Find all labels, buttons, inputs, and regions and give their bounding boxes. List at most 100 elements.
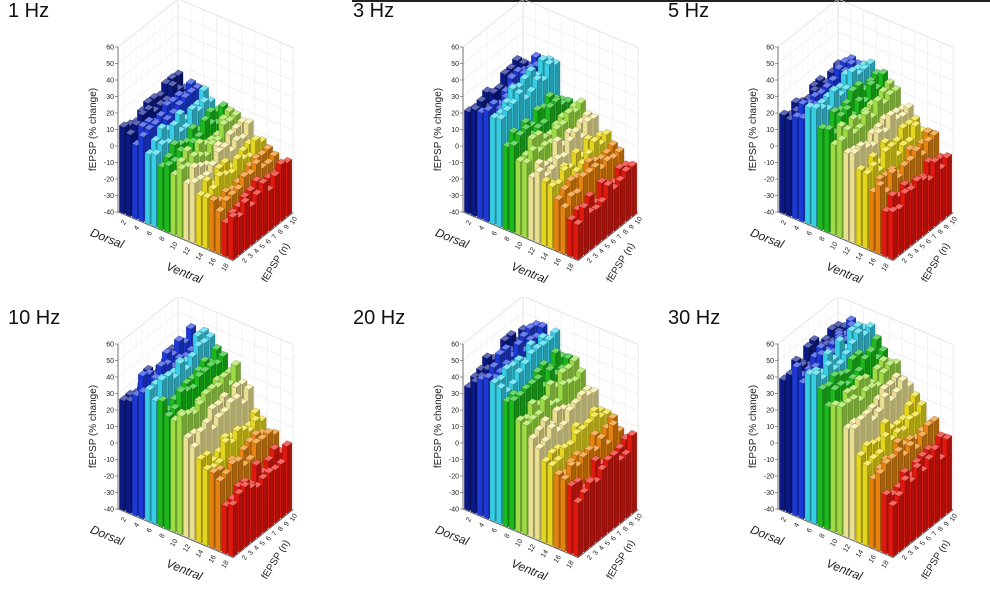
x-tick-label: 18 [566, 263, 576, 273]
z-tick-label: 0 [455, 441, 459, 448]
z-tick-label: -30 [764, 490, 774, 497]
x-tick-label: 18 [881, 560, 891, 570]
y-tick-label: 10 [634, 513, 644, 523]
x-tick-label: 8 [504, 533, 512, 540]
z-tick-label: -30 [764, 193, 774, 200]
x-tick-label: 10 [169, 538, 179, 548]
y-axis-line [232, 212, 294, 261]
z-tick-label: 20 [451, 111, 459, 118]
bars [464, 51, 638, 261]
z-tick-label: 60 [451, 45, 459, 52]
x-tick-label: 18 [221, 263, 231, 273]
y-axis-line [892, 509, 954, 558]
z-tick-label: 0 [455, 144, 459, 151]
x-tick-label: 10 [829, 538, 839, 548]
z-tick-label: 60 [451, 342, 459, 349]
y-tick-label: 3 [247, 253, 255, 260]
z-tick-label: 50 [766, 61, 774, 68]
z-tick-label: 20 [451, 408, 459, 415]
chart-10hz: 60 50 40 30 20 10 0 -10 -20 -30 -40 fEPSP (% change… [88, 297, 299, 583]
grid-line [777, 15, 954, 65]
panel-title: 30 Hz [668, 307, 721, 329]
z-tick-label: -10 [449, 160, 459, 167]
y-tick-label: 8 [937, 526, 945, 533]
y-tick-label: 2 [901, 554, 909, 561]
y-tick-label: 9 [283, 521, 291, 528]
x-axis-line [462, 211, 579, 261]
z-tick-label: 30 [766, 391, 774, 398]
z-tick-label: 30 [766, 94, 774, 101]
z-tick-label: 40 [106, 375, 114, 382]
x-tick-label: 8 [819, 236, 827, 243]
x-tick-label: 16 [553, 257, 563, 267]
z-tick-label: 0 [770, 441, 774, 448]
x-axis-line [117, 211, 234, 261]
grid-line [462, 0, 639, 48]
z-tick-label: 10 [106, 127, 114, 134]
chart-30hz: 60 50 40 30 20 10 0 -10 -20 -30 -40 fEPSP (% change… [748, 297, 959, 583]
z-tick-label: -20 [104, 474, 114, 481]
y-tick-label: 5 [259, 243, 267, 250]
z-tick-label: -10 [449, 457, 459, 464]
y-tick-label: 4 [913, 248, 921, 255]
x-tick-label: 18 [566, 560, 576, 570]
z-tick-label: -30 [104, 490, 114, 497]
y-tick-label: 4 [253, 545, 261, 552]
x-end-label-ventral: Ventral [509, 259, 549, 286]
chart-3hz: 60 50 40 30 20 10 0 -10 -20 -30 -40 fEPSP (% change… [433, 0, 644, 286]
x-tick-label: 6 [146, 527, 154, 534]
z-tick-label: 40 [766, 78, 774, 85]
panel-5hz: 5 Hz 60 50 40 30 20 10 0 -10 -20 -30 -40 fEPSP (% c… [660, 0, 990, 297]
bar [572, 219, 584, 261]
y-tick-label: 6 [610, 535, 618, 542]
x-tick-label: 14 [195, 252, 205, 262]
grid-line [117, 297, 294, 345]
x-tick-label: 14 [855, 252, 865, 262]
x-end-label-ventral: Ventral [824, 556, 864, 583]
z-tick-label: 50 [106, 358, 114, 365]
z-tick-label: -30 [104, 193, 114, 200]
bars [119, 69, 293, 261]
x-tick-label: 18 [221, 560, 231, 570]
z-axis-label: fEPSP (% change) [748, 385, 759, 468]
y-tick-label: 6 [265, 238, 273, 245]
top-rule [352, 0, 990, 2]
x-end-label-dorsal: Dorsal [748, 225, 786, 251]
y-tick-label: 10 [289, 513, 299, 523]
z-tick-label: 20 [766, 111, 774, 118]
z-tick-label: 20 [766, 408, 774, 415]
y-tick-label: 6 [610, 238, 618, 245]
x-tick-label: 2 [780, 516, 788, 523]
z-tick-label: 50 [766, 358, 774, 365]
panel-title: 1 Hz [8, 0, 50, 22]
y-tick-label: 6 [265, 535, 273, 542]
z-tick-label: 30 [451, 94, 459, 101]
bars [464, 320, 638, 558]
z-tick-label: 50 [451, 358, 459, 365]
panel-10hz: 10 Hz 60 50 40 30 20 10 0 -10 -20 -30 -40 fEPSP (% … [0, 297, 330, 594]
y-tick-label: 5 [919, 243, 927, 250]
z-tick-label: 40 [451, 375, 459, 382]
x-end-label-ventral: Ventral [164, 556, 204, 583]
x-tick-label: 10 [829, 241, 839, 251]
x-tick-label: 16 [868, 554, 878, 564]
x-tick-label: 14 [855, 549, 865, 559]
z-tick-label: -10 [104, 457, 114, 464]
z-tick-label: -40 [764, 507, 774, 514]
x-tick-label: 8 [504, 236, 512, 243]
y-tick-label: 10 [949, 513, 959, 523]
x-tick-label: 4 [478, 225, 486, 232]
z-tick-label: 20 [106, 111, 114, 118]
z-tick-label: 20 [106, 408, 114, 415]
x-tick-label: 14 [540, 549, 550, 559]
y-tick-label: 2 [586, 257, 594, 264]
x-tick-label: 12 [182, 246, 192, 256]
y-tick-label: 7 [271, 233, 279, 240]
grid-line [777, 0, 954, 48]
chart-20hz: 60 50 40 30 20 10 0 -10 -20 -30 -40 fEPSP (% change… [433, 297, 644, 583]
z-axis-label: fEPSP (% change) [88, 88, 99, 171]
z-tick-label: -20 [449, 177, 459, 184]
y-tick-label: 9 [283, 224, 291, 231]
z-axis-label: fEPSP (% change) [433, 88, 444, 171]
